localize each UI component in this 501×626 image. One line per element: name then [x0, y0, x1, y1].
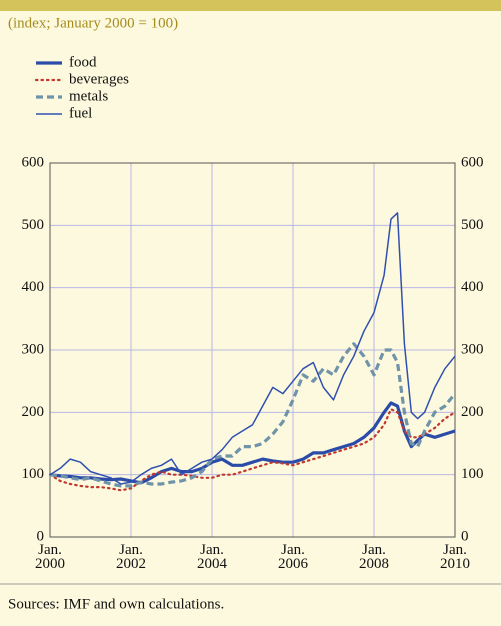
legend-label: beverages: [69, 71, 129, 87]
x-tick-label: Jan. 2002: [116, 542, 146, 572]
y2-tick-label: 500: [461, 217, 484, 233]
y-tick-label: 600: [22, 154, 45, 170]
legend-label: metals: [69, 88, 108, 104]
y2-tick-label: 600: [461, 154, 484, 170]
series-line: [49, 212, 456, 485]
legend-label: food: [69, 54, 97, 70]
series-line: [49, 401, 456, 485]
series-line: [49, 342, 457, 488]
y-tick-label: 400: [22, 279, 45, 295]
y2-tick-label: 400: [461, 279, 484, 295]
legend-label: fuel: [69, 105, 92, 121]
y2-tick-label: 300: [461, 341, 484, 357]
x-tick-label: Jan. 2006: [278, 542, 308, 572]
y-tick-label: 0: [37, 528, 45, 544]
y2-tick-label: 100: [461, 466, 484, 482]
plot-frame: [49, 162, 456, 538]
x-tick-label: Jan. 2008: [359, 542, 389, 572]
top-band: [0, 0, 501, 11]
subtitle: (index; January 2000 = 100): [8, 15, 178, 31]
y-tick-label: 300: [22, 341, 45, 357]
y-tick-label: 100: [22, 466, 45, 482]
x-tick-label: Jan. 2004: [197, 542, 227, 572]
y-tick-label: 200: [22, 404, 45, 420]
x-tick-label: Jan. 2000: [35, 542, 65, 572]
y2-tick-label: 200: [461, 404, 484, 420]
x-tick-label: Jan. 2010: [440, 542, 470, 572]
series-line: [48, 408, 457, 492]
y2-tick-label: 0: [461, 528, 469, 544]
y-tick-label: 500: [22, 217, 45, 233]
source: Sources: IMF and own calculations.: [8, 596, 224, 612]
